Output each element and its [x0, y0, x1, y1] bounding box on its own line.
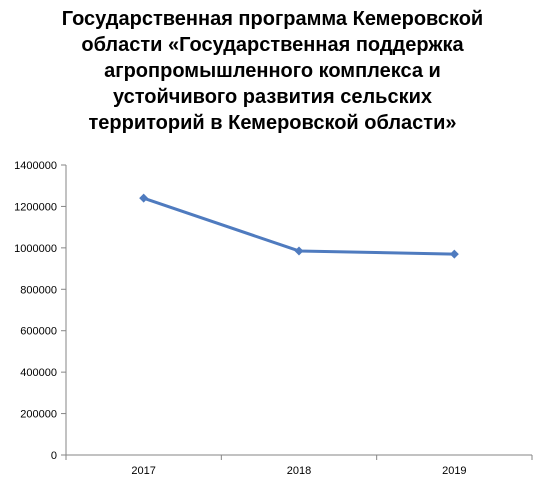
x-tick-label: 2017: [131, 465, 155, 477]
y-tick-label: 1200000: [14, 201, 57, 213]
y-tick-label: 200000: [20, 409, 57, 421]
x-axis-ticks: 2017 2018 2019: [65, 455, 533, 477]
x-tick-label: 2019: [442, 465, 466, 477]
y-axis-ticks: 0 200000 400000 600000 800000 1000000 1200000 1…: [14, 160, 66, 462]
x-tick-label: 2018: [287, 465, 311, 477]
data-point: [139, 193, 149, 203]
y-tick-label: 600000: [20, 326, 57, 338]
y-tick-label: 1000000: [14, 243, 57, 255]
chart-title: Государственная программа Кемеровской об…: [61, 8, 484, 134]
y-tick-label: 800000: [20, 284, 57, 296]
data-point: [294, 246, 304, 256]
y-tick-label: 400000: [20, 367, 57, 379]
y-tick-label: 0: [51, 450, 57, 462]
data-point: [449, 249, 459, 259]
y-tick-label: 1400000: [14, 160, 57, 172]
series-line: [143, 196, 455, 256]
series-group: [139, 193, 459, 259]
